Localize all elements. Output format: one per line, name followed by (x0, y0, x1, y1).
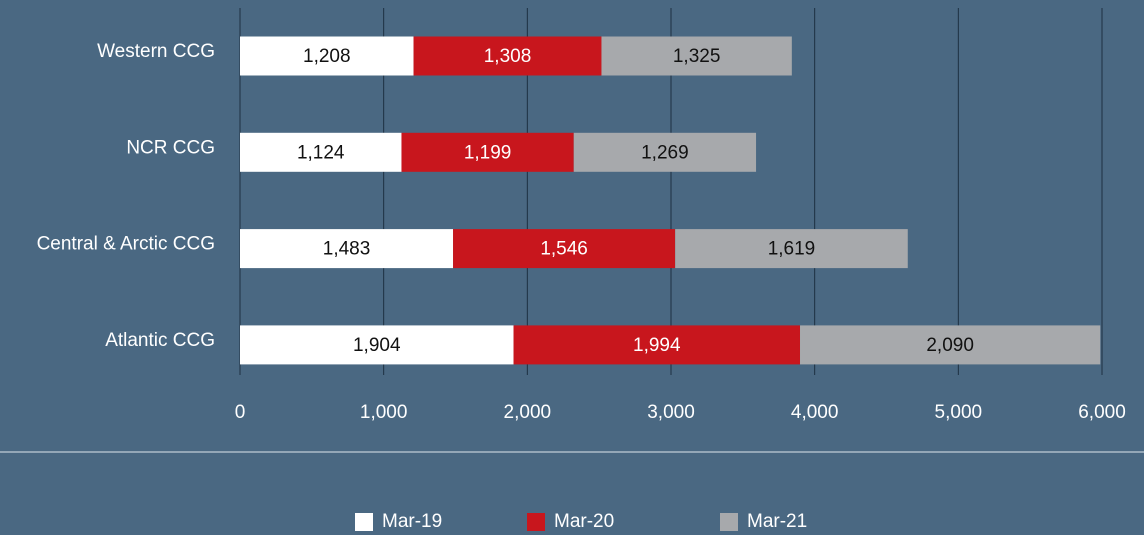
bar-segment (240, 325, 514, 365)
legend-label: Mar-19 (382, 511, 442, 532)
value-label: 1,994 (633, 335, 681, 356)
value-label: 1,904 (353, 335, 401, 356)
category-label: NCR CCG (126, 137, 215, 158)
category-label: Atlantic CCG (105, 330, 215, 351)
x-tick-label: 1,000 (360, 402, 408, 423)
x-tick-label: 4,000 (791, 402, 839, 423)
category-label: Central & Arctic CCG (37, 234, 215, 255)
legend-swatch (720, 513, 738, 531)
bar-segment (240, 229, 454, 269)
value-label: 1,124 (297, 142, 345, 163)
legend-label: Mar-20 (554, 511, 614, 532)
value-label: 1,208 (303, 46, 351, 67)
value-label: 1,269 (641, 142, 689, 163)
bar-segment (453, 229, 676, 269)
value-label: 1,483 (323, 239, 371, 260)
bar-segment (573, 132, 757, 172)
x-tick-label: 5,000 (935, 402, 983, 423)
bar-segment (601, 36, 792, 76)
bar-segment (413, 36, 602, 76)
legend-swatch (355, 513, 373, 531)
bar-segment (240, 132, 402, 172)
x-tick-label: 6,000 (1078, 402, 1126, 423)
legend-swatch (527, 513, 545, 531)
legend-label: Mar-21 (747, 511, 807, 532)
value-label: 1,619 (768, 239, 816, 260)
bar-segment (513, 325, 801, 365)
value-label: 1,546 (540, 239, 588, 260)
bar-segment (800, 325, 1101, 365)
category-label: Western CCG (97, 41, 215, 62)
bar-segment (240, 36, 414, 76)
value-label: 2,090 (926, 335, 974, 356)
bar-segment (675, 229, 908, 269)
x-tick-label: 0 (235, 402, 246, 423)
value-label: 1,325 (673, 46, 721, 67)
value-label: 1,199 (464, 142, 512, 163)
bar-segment (401, 132, 574, 172)
x-tick-label: 2,000 (504, 402, 552, 423)
value-label: 1,308 (484, 46, 532, 67)
x-tick-label: 3,000 (647, 402, 695, 423)
